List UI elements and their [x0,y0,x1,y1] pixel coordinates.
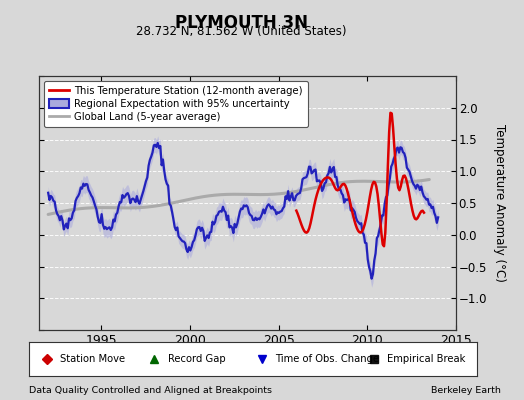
Text: Empirical Break: Empirical Break [387,354,466,364]
Text: Record Gap: Record Gap [168,354,225,364]
Text: 28.732 N, 81.562 W (United States): 28.732 N, 81.562 W (United States) [136,25,346,38]
Text: PLYMOUTH 3N: PLYMOUTH 3N [174,14,308,32]
Text: Data Quality Controlled and Aligned at Breakpoints: Data Quality Controlled and Aligned at B… [29,386,272,395]
Y-axis label: Temperature Anomaly (°C): Temperature Anomaly (°C) [493,124,506,282]
Text: Station Move: Station Move [60,354,125,364]
Text: Berkeley Earth: Berkeley Earth [431,386,500,395]
Text: Time of Obs. Change: Time of Obs. Change [275,354,379,364]
Legend: This Temperature Station (12-month average), Regional Expectation with 95% uncer: This Temperature Station (12-month avera… [45,81,308,127]
